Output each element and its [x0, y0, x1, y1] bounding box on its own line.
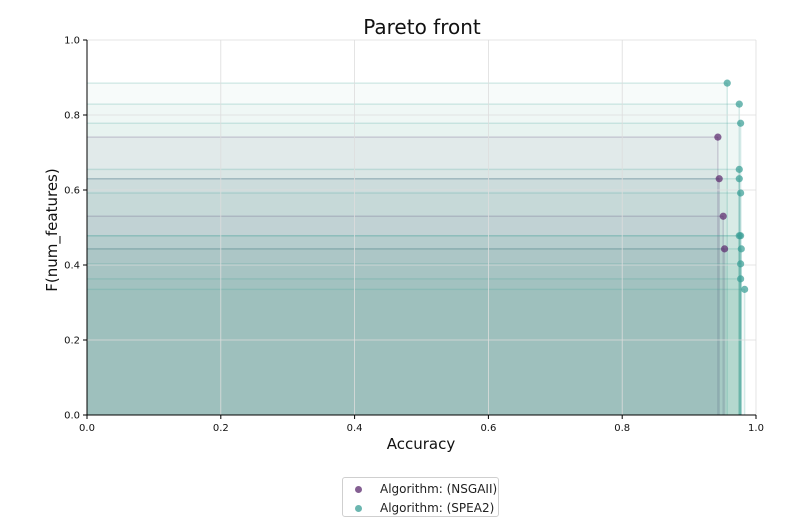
data-point [735, 175, 743, 183]
data-point [737, 189, 745, 197]
grid-lines [86, 39, 757, 416]
axes: 0.0 0.2 0.4 0.6 0.8 1.0 0.0 0.2 0.4 0.6 0.8 1.0 [64, 36, 764, 435]
dominated-region-1-5 [87, 193, 741, 415]
chart-title: Pareto front [363, 15, 481, 39]
data-point [737, 275, 745, 283]
x-tick-label: 0.4 [347, 423, 363, 434]
x-tick-label: 0.6 [480, 423, 496, 434]
dominated-region-1-9 [87, 263, 741, 415]
data-point [720, 245, 729, 253]
dominated-region-1-10 [87, 278, 741, 415]
dominated-region-1-7 [87, 235, 740, 415]
dominated-region-1-0 [87, 83, 728, 415]
legend-item-nsgaii: Algorithm: (NSGAII) [343, 480, 497, 498]
dominated-region-1-1 [87, 104, 740, 415]
data-point [737, 260, 745, 268]
dominated-region-1-6 [87, 235, 741, 415]
dominated-region-1-2 [87, 123, 741, 415]
series-1 [723, 79, 749, 293]
legend-label-spea2: Algorithm: (SPEA2) [380, 501, 495, 515]
y-tick-label: 0.0 [64, 411, 80, 422]
y-tick-label: 1.0 [64, 36, 80, 47]
x-tick-label: 0.2 [213, 423, 229, 434]
series-0 [714, 133, 729, 253]
data-point [737, 245, 745, 253]
dominated-region-0-1 [87, 178, 720, 415]
dominated-region-1-4 [87, 178, 740, 415]
dominated-region-0-3 [87, 248, 725, 415]
y-tick-label: 0.2 [64, 336, 80, 347]
data-point [714, 133, 722, 141]
data-point [735, 100, 743, 108]
y-tick-label: 0.8 [64, 111, 80, 122]
y-axis-label: F(num_features) [43, 168, 62, 291]
legend-item-spea2: Algorithm: (SPEA2) [343, 499, 494, 517]
y-tick-label: 0.6 [64, 186, 80, 197]
pareto-fill-regions [87, 82, 746, 415]
data-point [715, 175, 723, 183]
x-axis-label: Accuracy [387, 435, 456, 453]
x-tick-label: 0.0 [79, 423, 95, 434]
x-tick-label: 0.8 [614, 423, 630, 434]
data-point [737, 119, 745, 127]
data-point [723, 79, 731, 87]
data-point [735, 232, 743, 240]
dominated-region-1-8 [87, 248, 742, 415]
dominated-region-0-0 [87, 137, 718, 415]
legend-marker-nsgaii [355, 485, 362, 493]
legend-label-nsgaii: Algorithm: (NSGAII) [380, 482, 498, 496]
data-point [735, 165, 743, 173]
data-point [719, 212, 727, 220]
dominated-region-1-11 [87, 289, 745, 415]
data-points [714, 79, 749, 293]
dominated-region-1-3 [87, 169, 740, 415]
x-tick-label: 1.0 [748, 423, 764, 434]
data-point [741, 285, 749, 293]
legend: Algorithm: (NSGAII) Algorithm: (SPEA2) [342, 477, 499, 517]
y-tick-label: 0.4 [64, 261, 80, 272]
dominated-region-0-2 [87, 216, 724, 415]
legend-marker-spea2 [355, 504, 362, 512]
